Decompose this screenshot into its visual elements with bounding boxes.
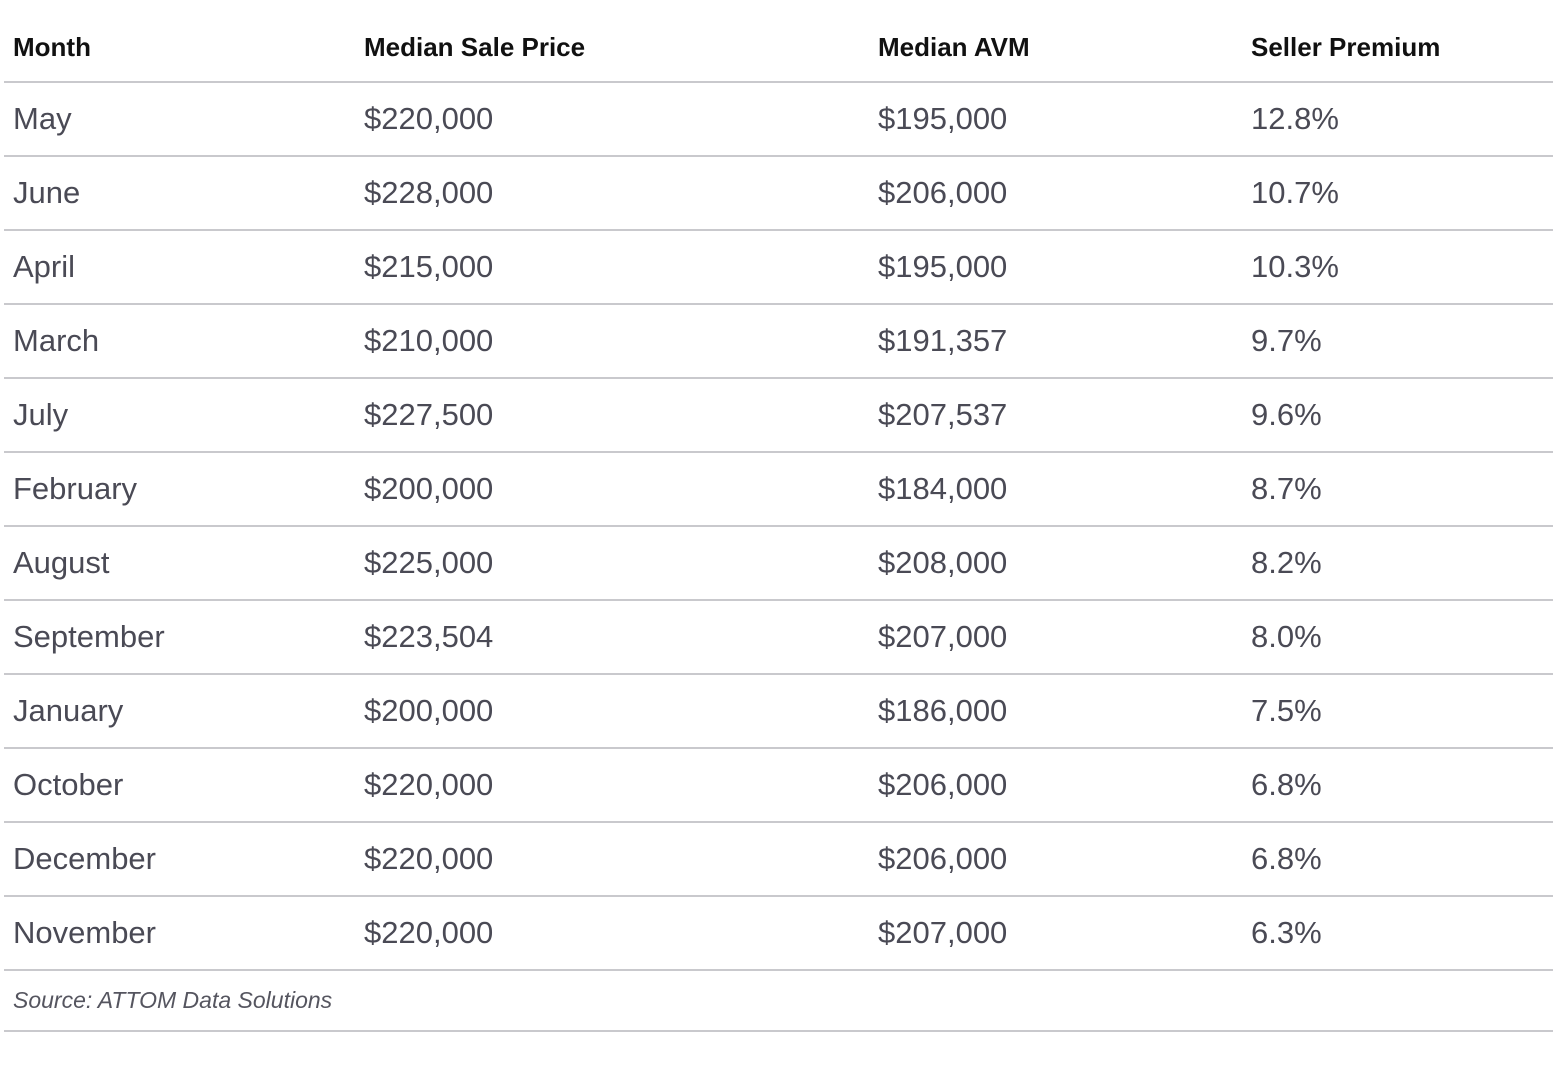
cell-month: February: [13, 471, 138, 506]
cell-month: August: [13, 545, 110, 580]
source-note: Source: ATTOM Data Solutions: [13, 987, 333, 1013]
cell-seller-premium: 12.8%: [1251, 101, 1339, 136]
header-median-avm: Median AVM: [878, 32, 1030, 62]
table-header-row: Month Median Sale Price Median AVM Selle…: [4, 0, 1553, 83]
cell-median-avm: $206,000: [878, 841, 1008, 876]
cell-seller-premium: 8.0%: [1251, 619, 1322, 654]
cell-median-avm: $186,000: [878, 693, 1008, 728]
table-row: October $220,000 $206,000 6.8%: [4, 749, 1553, 823]
cell-median-sale-price: $220,000: [364, 841, 494, 876]
cell-median-avm: $206,000: [878, 767, 1008, 802]
cell-month: May: [13, 101, 72, 136]
table-row: July $227,500 $207,537 9.6%: [4, 379, 1553, 453]
cell-median-sale-price: $227,500: [364, 397, 494, 432]
cell-seller-premium: 6.8%: [1251, 841, 1322, 876]
cell-median-avm: $191,357: [878, 323, 1008, 358]
cell-seller-premium: 7.5%: [1251, 693, 1322, 728]
cell-seller-premium: 9.6%: [1251, 397, 1322, 432]
source-note-row: Source: ATTOM Data Solutions: [4, 971, 1553, 1032]
cell-seller-premium: 10.7%: [1251, 175, 1339, 210]
cell-median-avm: $195,000: [878, 101, 1008, 136]
cell-median-sale-price: $223,504: [364, 619, 494, 654]
cell-month: March: [13, 323, 100, 358]
cell-median-avm: $207,537: [878, 397, 1008, 432]
cell-month: June: [13, 175, 81, 210]
table-row: May $220,000 $195,000 12.8%: [4, 83, 1553, 157]
cell-median-sale-price: $225,000: [364, 545, 494, 580]
header-month: Month: [13, 32, 91, 62]
table-row: August $225,000 $208,000 8.2%: [4, 527, 1553, 601]
seller-premium-table: Month Median Sale Price Median AVM Selle…: [4, 0, 1553, 1032]
table-row: September $223,504 $207,000 8.0%: [4, 601, 1553, 675]
cell-median-avm: $206,000: [878, 175, 1008, 210]
header-median-sale-price: Median Sale Price: [364, 32, 586, 62]
table-row: January $200,000 $186,000 7.5%: [4, 675, 1553, 749]
cell-month: September: [13, 619, 165, 654]
table-row: June $228,000 $206,000 10.7%: [4, 157, 1553, 231]
cell-median-avm: $207,000: [878, 915, 1008, 950]
cell-seller-premium: 6.8%: [1251, 767, 1322, 802]
cell-median-sale-price: $200,000: [364, 471, 494, 506]
cell-median-sale-price: $220,000: [364, 767, 494, 802]
table-row: February $200,000 $184,000 8.7%: [4, 453, 1553, 527]
cell-median-avm: $208,000: [878, 545, 1008, 580]
cell-median-sale-price: $210,000: [364, 323, 494, 358]
cell-seller-premium: 8.2%: [1251, 545, 1322, 580]
cell-month: December: [13, 841, 156, 876]
table-row: March $210,000 $191,357 9.7%: [4, 305, 1553, 379]
cell-seller-premium: 6.3%: [1251, 915, 1322, 950]
cell-median-sale-price: $215,000: [364, 249, 494, 284]
cell-month: November: [13, 915, 156, 950]
cell-month: July: [13, 397, 69, 432]
cell-month: April: [13, 249, 76, 284]
cell-median-sale-price: $228,000: [364, 175, 494, 210]
header-seller-premium: Seller Premium: [1251, 32, 1441, 62]
table-row: April $215,000 $195,000 10.3%: [4, 231, 1553, 305]
table-row: November $220,000 $207,000 6.3%: [4, 897, 1553, 971]
cell-seller-premium: 8.7%: [1251, 471, 1322, 506]
cell-month: October: [13, 767, 124, 802]
cell-median-avm: $207,000: [878, 619, 1008, 654]
cell-seller-premium: 10.3%: [1251, 249, 1339, 284]
cell-median-avm: $195,000: [878, 249, 1008, 284]
cell-month: January: [13, 693, 124, 728]
cell-median-sale-price: $200,000: [364, 693, 494, 728]
table-body: May $220,000 $195,000 12.8% June $228,000 $206…: [4, 83, 1553, 971]
cell-seller-premium: 9.7%: [1251, 323, 1322, 358]
cell-median-sale-price: $220,000: [364, 101, 494, 136]
cell-median-avm: $184,000: [878, 471, 1008, 506]
table-row: December $220,000 $206,000 6.8%: [4, 823, 1553, 897]
cell-median-sale-price: $220,000: [364, 915, 494, 950]
